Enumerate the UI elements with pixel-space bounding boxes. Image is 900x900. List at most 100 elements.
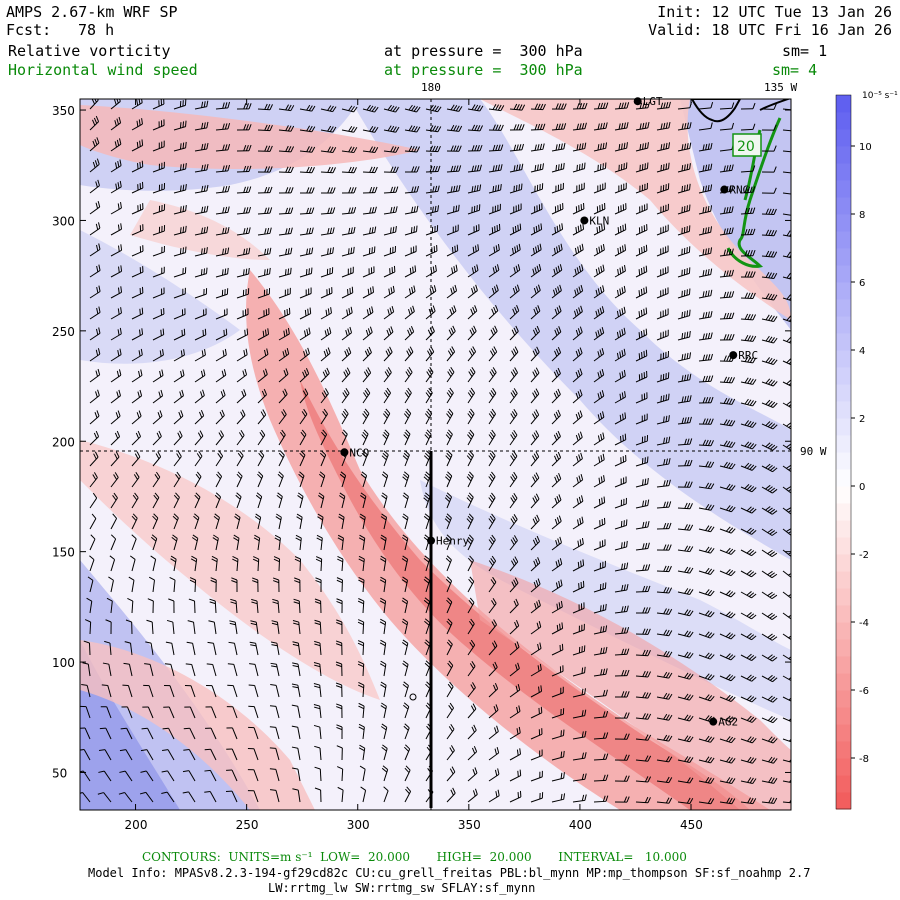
wind-barb bbox=[740, 527, 757, 535]
wind-barb bbox=[782, 422, 791, 430]
wind-barb bbox=[446, 639, 453, 656]
station-dot bbox=[633, 97, 642, 106]
wind-barb bbox=[357, 640, 365, 656]
wind-barb bbox=[488, 725, 499, 740]
wind-barb bbox=[278, 307, 291, 320]
colorbar-segment bbox=[836, 656, 851, 674]
wind-barb bbox=[131, 118, 143, 131]
wind-barb bbox=[362, 206, 377, 215]
wind-barb bbox=[509, 577, 519, 593]
wind-barb bbox=[698, 184, 713, 194]
wind-barb bbox=[314, 619, 322, 635]
wind-barb bbox=[551, 793, 566, 803]
wind-barb bbox=[299, 166, 315, 174]
wind-barb bbox=[402, 639, 409, 656]
wind-barb bbox=[173, 451, 182, 467]
wind-barb bbox=[80, 749, 91, 761]
wind-barb bbox=[698, 101, 714, 110]
wind-barb bbox=[488, 325, 498, 341]
wind-barb bbox=[110, 513, 118, 530]
wind-barb bbox=[227, 684, 238, 698]
wind-barb bbox=[89, 534, 96, 551]
wind-barb bbox=[336, 619, 343, 635]
wind-barb bbox=[530, 557, 541, 572]
wind-barb bbox=[656, 458, 671, 467]
wind-barb bbox=[677, 630, 694, 638]
wind-barb bbox=[89, 555, 95, 572]
wind-barb bbox=[782, 171, 791, 174]
wind-barb bbox=[152, 471, 161, 488]
wind-barb bbox=[173, 225, 187, 236]
wind-barb bbox=[362, 146, 379, 153]
wind-barb bbox=[509, 243, 521, 257]
wind-barb bbox=[656, 121, 671, 131]
wind-barb bbox=[677, 288, 691, 299]
wind-barb bbox=[761, 442, 778, 451]
wind-barb bbox=[380, 723, 388, 740]
wind-barb bbox=[205, 727, 217, 740]
wind-barb bbox=[698, 268, 713, 278]
wind-barb bbox=[110, 327, 122, 341]
wind-barb bbox=[164, 663, 175, 677]
wind-barb bbox=[131, 410, 142, 425]
forecast-hour: 78 h bbox=[78, 21, 115, 39]
wind-barb bbox=[89, 430, 100, 446]
wind-barb bbox=[572, 623, 585, 635]
wind-barb bbox=[530, 685, 543, 698]
wind-barb bbox=[278, 450, 285, 467]
wind-barb bbox=[188, 598, 196, 614]
wind-barb bbox=[320, 166, 336, 174]
wind-barb bbox=[269, 747, 280, 761]
wind-barb bbox=[761, 695, 778, 703]
wind-barb bbox=[362, 408, 370, 425]
wind-barb bbox=[551, 430, 561, 446]
wind-barb bbox=[719, 590, 736, 598]
wind-barb bbox=[593, 285, 605, 299]
wind-barb bbox=[782, 778, 791, 783]
wind-barb bbox=[277, 471, 284, 488]
wind-barb bbox=[572, 730, 587, 740]
wind-barb bbox=[635, 692, 652, 699]
wind-barb bbox=[761, 612, 778, 620]
wind-barb bbox=[572, 368, 583, 383]
wind-barb bbox=[698, 735, 715, 743]
wind-barb bbox=[294, 556, 302, 572]
wind-barb bbox=[152, 451, 162, 467]
wind-barb bbox=[719, 122, 735, 131]
wind-barb bbox=[341, 125, 358, 133]
wind-barb bbox=[380, 702, 387, 719]
wind-barb bbox=[677, 651, 694, 659]
wind-barb bbox=[488, 183, 502, 194]
wind-barb bbox=[614, 669, 630, 677]
wind-barb bbox=[82, 662, 91, 677]
wind-barb bbox=[291, 704, 301, 719]
wind-barb bbox=[110, 159, 122, 173]
wind-barb bbox=[299, 207, 315, 215]
wind-barb bbox=[446, 165, 462, 173]
wind-barb bbox=[215, 308, 228, 320]
wind-barb bbox=[635, 456, 649, 467]
wind-barb bbox=[314, 598, 322, 614]
wind-barb bbox=[80, 705, 91, 719]
wind-barb bbox=[635, 142, 649, 152]
wind-barb bbox=[677, 267, 691, 278]
field1-name: Relative vorticity bbox=[8, 42, 171, 60]
wind-barb bbox=[593, 689, 608, 698]
wind-barb bbox=[761, 506, 778, 515]
wind-barb bbox=[656, 629, 673, 637]
wind-barb bbox=[215, 267, 229, 278]
wind-barb bbox=[509, 429, 518, 446]
wind-barb bbox=[236, 430, 245, 446]
wind-barb bbox=[257, 124, 273, 132]
wind-barb bbox=[488, 104, 505, 112]
wind-barb bbox=[110, 534, 117, 551]
wind-barb bbox=[446, 660, 454, 677]
wind-barb bbox=[423, 576, 430, 593]
wind-barb bbox=[593, 306, 605, 320]
wind-barb bbox=[614, 754, 630, 761]
wind-barb bbox=[698, 375, 714, 383]
wind-barb bbox=[572, 537, 584, 551]
wind-barb bbox=[446, 204, 460, 215]
wind-barb bbox=[257, 207, 273, 215]
